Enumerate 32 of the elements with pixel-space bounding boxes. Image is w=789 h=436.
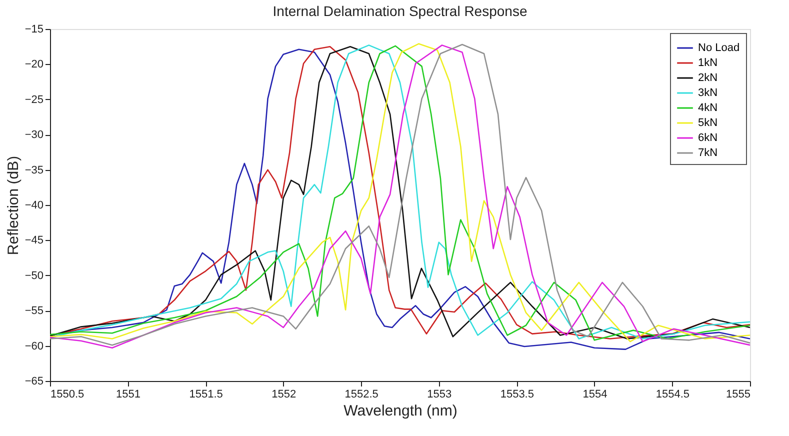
- y-axis-title: Reflection (dB): [4, 156, 22, 256]
- y-tick-label: −30: [24, 129, 44, 142]
- legend-label: 3kN: [698, 87, 718, 99]
- y-tick-label: −35: [24, 164, 44, 176]
- x-tick-label: 1554: [582, 388, 608, 400]
- x-tick-label: 1551: [116, 388, 141, 400]
- y-tick-label: −60: [24, 340, 44, 352]
- x-tick-label: 1550.5: [50, 388, 84, 400]
- legend-label: 6kN: [698, 132, 718, 144]
- y-tick-label: −65: [24, 376, 44, 388]
- legend-label: 2kN: [698, 72, 718, 84]
- y-tick-label: −40: [24, 200, 44, 212]
- y-tick-label: −20: [24, 58, 44, 71]
- x-tick-label: 1552: [272, 388, 296, 400]
- x-tick-label: 1553.5: [500, 388, 534, 400]
- legend-label: No Load: [698, 42, 740, 54]
- x-tick-label: 1555: [726, 388, 750, 400]
- legend-label: 7kN: [698, 147, 718, 159]
- y-tick-label: −25: [24, 94, 44, 106]
- chart-title: Internal Delamination Spectral Response: [272, 3, 528, 19]
- y-tick-label: −15: [24, 24, 44, 36]
- y-tick-label: −55: [24, 305, 44, 318]
- x-tick-label: 1551.5: [189, 388, 223, 400]
- x-axis-title: Wavelength (nm): [344, 402, 458, 420]
- y-tick-label: −50: [24, 270, 44, 282]
- legend-label: 5kN: [698, 117, 718, 129]
- x-tick-label: 1552.5: [344, 388, 378, 400]
- x-tick-label: 1554.5: [656, 388, 690, 400]
- x-tick-label: 1553: [427, 388, 452, 400]
- legend-label: 1kN: [698, 57, 718, 69]
- y-tick-label: −45: [24, 234, 44, 247]
- legend-label: 4kN: [698, 102, 718, 114]
